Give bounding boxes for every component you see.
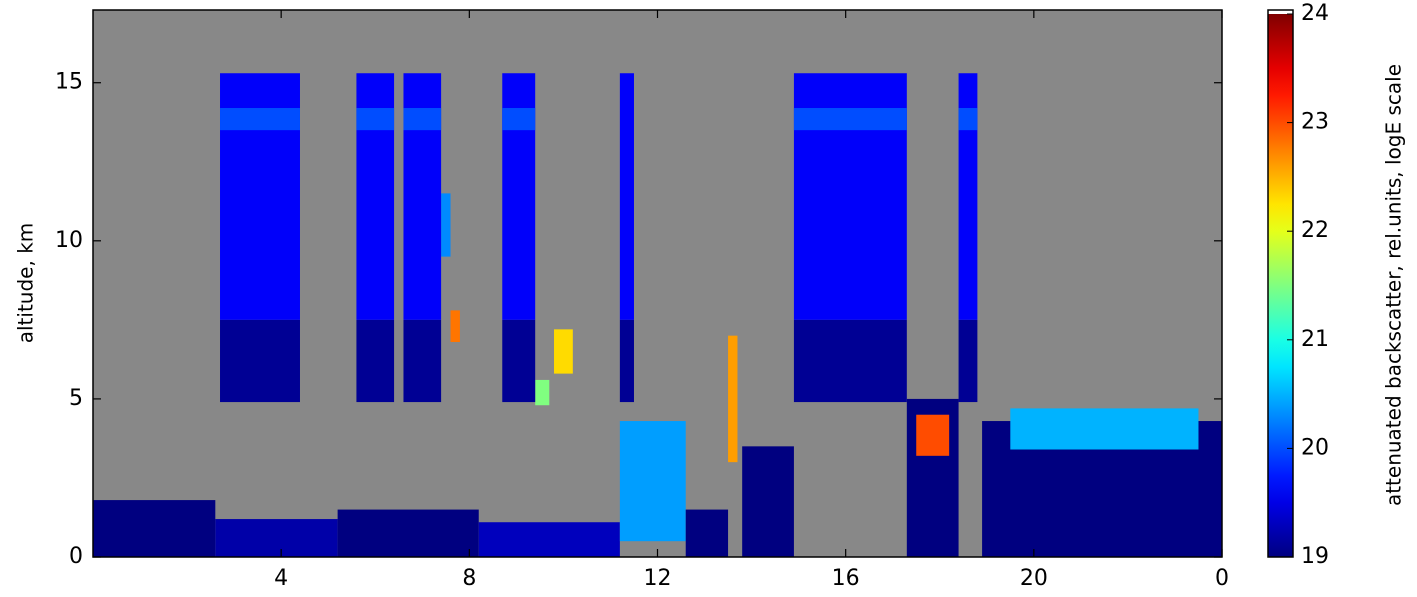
heatmap-cell xyxy=(1010,408,1199,450)
heatmap-cell xyxy=(619,319,634,403)
heatmap-cell xyxy=(728,335,738,463)
x-tick-label: 20 xyxy=(1020,566,1048,591)
colorbar-tick-label: 22 xyxy=(1301,218,1329,243)
colorbar-frame xyxy=(1267,9,1294,558)
heatmap-cell xyxy=(958,73,978,320)
heatmap-cell xyxy=(916,414,950,456)
heatmap-cell xyxy=(502,319,536,403)
heatmap-cell xyxy=(215,519,338,557)
heatmap-cell xyxy=(793,319,907,403)
y-tick-label: 5 xyxy=(69,386,83,411)
x-tick-label: 12 xyxy=(644,566,672,591)
heatmap-cell xyxy=(93,500,216,557)
heatmap-cell xyxy=(356,108,395,131)
x-tick-label: 8 xyxy=(462,566,476,591)
heatmap-cell xyxy=(619,73,634,320)
heatmap-cell xyxy=(450,310,460,342)
x-tick-label: 16 xyxy=(832,566,860,591)
heatmap-cell xyxy=(619,421,686,542)
x-tick-label: 0 xyxy=(1215,566,1229,591)
heatmap-cell xyxy=(742,446,794,557)
x-tick-label: 4 xyxy=(274,566,288,591)
heatmap-cell xyxy=(356,319,395,403)
heatmap-cell xyxy=(403,108,442,131)
colorbar-tick-label: 21 xyxy=(1301,327,1329,352)
colorbar-label: attenuated backscatter, rel.units, logE … xyxy=(1382,64,1406,506)
heatmap-cell xyxy=(502,108,536,131)
heatmap-cell xyxy=(685,509,729,557)
colorbar-tick-label: 20 xyxy=(1301,435,1329,460)
heatmap-cell xyxy=(793,108,907,131)
colorbar-tick-label: 23 xyxy=(1301,110,1329,135)
heatmap-cell xyxy=(535,379,550,406)
colorbar xyxy=(1268,14,1293,557)
heatmap-cell xyxy=(958,319,978,403)
heatmap-cell xyxy=(478,522,620,557)
heatmap-cell xyxy=(220,108,300,131)
heatmap-cell xyxy=(403,319,442,403)
heatmap-cell xyxy=(337,509,479,557)
colorbar-tick-label: 19 xyxy=(1301,544,1329,569)
y-tick-label: 10 xyxy=(55,228,83,253)
y-tick-label: 0 xyxy=(69,544,83,569)
colorbar-extension xyxy=(1268,10,1293,14)
heatmap-cell xyxy=(220,319,300,403)
heatmap-cell xyxy=(441,193,451,257)
y-axis-label: altitude, km xyxy=(14,223,38,344)
y-tick-label: 15 xyxy=(55,70,83,95)
heatmap-cell xyxy=(554,329,573,374)
colorbar-tick-label: 24 xyxy=(1301,1,1329,26)
heatmap-cell xyxy=(958,108,978,131)
